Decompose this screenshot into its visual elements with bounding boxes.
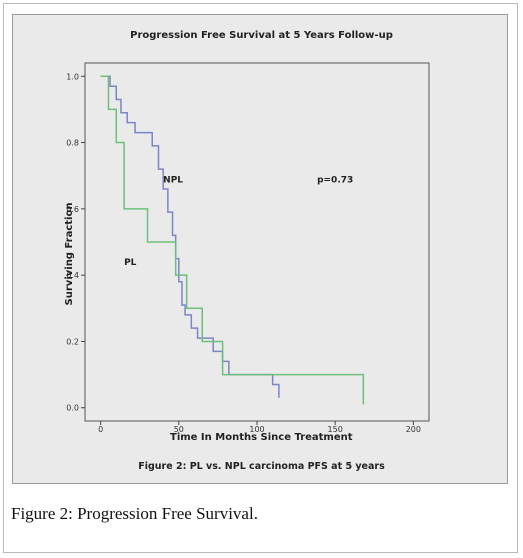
y-axis-label: Surviving Fraction	[64, 202, 75, 306]
x-tick-label: 100	[249, 425, 264, 434]
figure-caption: Figure 2: Progression Free Survival.	[11, 504, 258, 523]
y-tick-label: 1.0	[66, 72, 79, 81]
series-line-pl	[100, 75, 365, 405]
x-axis-label: Time In Months Since Treatment	[170, 432, 353, 443]
x-tick-label: 50	[174, 425, 184, 434]
x-tick-label: 150	[328, 425, 343, 434]
series-group	[100, 75, 365, 405]
axes: 0 50 100 150 200 0.0 0.2 0.4 0.6 0.8 1.0	[66, 72, 421, 434]
plot-area	[84, 62, 430, 422]
annotation-group: NPL PL p=0.73	[124, 175, 353, 268]
y-tick-label: 0.4	[66, 271, 79, 280]
series-label-npl: NPL	[163, 175, 183, 185]
chart-title: Progression Free Survival at 5 Years Fol…	[130, 30, 393, 41]
inner-figure-caption: Figure 2: PL vs. NPL carcinoma PFS at 5 …	[138, 461, 385, 472]
series-label-pl: PL	[124, 258, 137, 268]
x-tick-label: 0	[98, 425, 103, 434]
y-tick-label: 0.0	[66, 404, 79, 413]
y-tick-label: 0.2	[66, 337, 79, 346]
y-tick-label: 0.8	[66, 139, 79, 148]
x-tick-label: 200	[406, 425, 421, 434]
y-tick-label: 0.6	[66, 205, 79, 214]
p-value-annotation: p=0.73	[317, 175, 353, 185]
